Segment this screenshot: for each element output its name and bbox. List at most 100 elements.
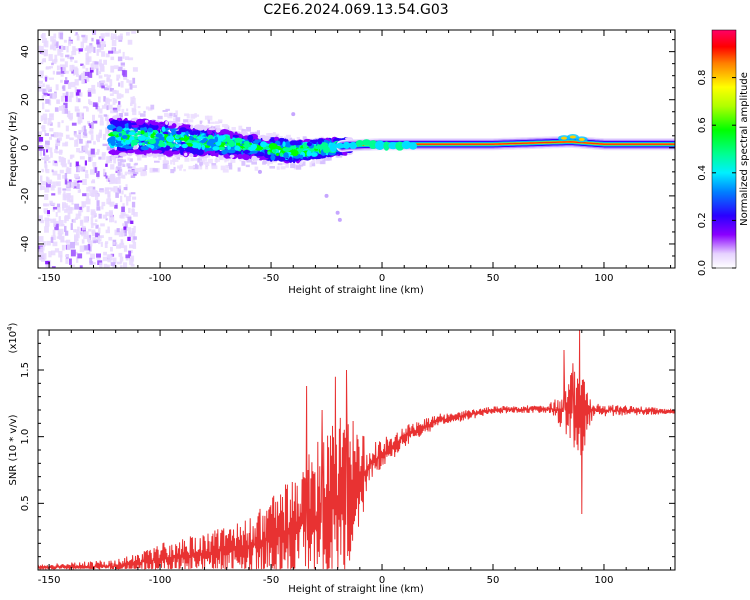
spectrogram-noise-cell — [45, 260, 50, 265]
spectrogram-noise-cell — [120, 261, 123, 264]
spectrogram-halo-cell — [309, 162, 312, 168]
spectrogram-band-cell — [137, 130, 142, 136]
spectrogram-noise-cell — [92, 120, 98, 124]
spectrogram-noise-cell — [90, 253, 96, 259]
spectrogram-noise-cell — [38, 80, 43, 83]
spectrogram-noise-cell — [64, 225, 67, 232]
spectrogram-noise-cell — [105, 241, 109, 244]
spectrogram-noise-cell — [127, 236, 131, 241]
spectrogram-noise-cell — [55, 143, 58, 150]
spectrogram-band-cell — [306, 150, 312, 157]
spectrogram-y-tick-label: 40 — [20, 45, 31, 58]
spectrogram-band-cell — [208, 127, 217, 131]
spectrogram-noise-cell — [113, 242, 116, 245]
spectrogram-noise-cell — [103, 168, 106, 176]
spectrogram-band-cell — [260, 141, 267, 148]
spectrogram-noise-cell — [98, 75, 103, 79]
spectrogram-noise-cell — [106, 198, 112, 205]
spectrogram-noise-cell — [114, 229, 119, 236]
spectrogram-noise-cell — [120, 172, 123, 179]
spectrogram-noise-cell — [57, 187, 61, 195]
spectrogram-noise-cell — [98, 156, 102, 160]
spectrogram-noise-cell — [68, 95, 72, 103]
spectrogram-noise-cell — [64, 230, 69, 236]
spectrogram-noise-cell — [60, 79, 63, 83]
spectrogram-noise-cell — [79, 156, 85, 160]
spectrogram-noise-cell — [119, 256, 124, 262]
spectrogram-band-cell — [158, 124, 165, 127]
spectrogram-noise-cell — [98, 227, 101, 234]
spectrogram-halo-cell — [241, 160, 246, 166]
spectrogram-noise-cell — [118, 49, 121, 54]
spectrogram-halo-cell — [129, 158, 133, 162]
spectrogram-band-cell — [147, 131, 151, 137]
spectrogram-halo-cell — [175, 110, 178, 115]
spectrogram-band-cell — [282, 147, 292, 152]
spectrogram-noise-cell — [113, 65, 119, 70]
spectrogram-noise-cell — [74, 240, 78, 243]
spectrogram-noise-cell — [51, 169, 54, 173]
spectrogram-noise-cell — [81, 239, 85, 244]
spectrogram-noise-cell — [64, 70, 69, 74]
snr-x-tick-label: -150 — [38, 575, 61, 586]
spectrogram-noise-cell — [123, 262, 128, 268]
spectrogram-noise-cell — [38, 249, 44, 253]
spectrogram-noise-cell — [46, 240, 51, 246]
snr-x-tick-label: 100 — [594, 575, 613, 586]
spectrogram-bump-core — [569, 135, 576, 139]
spectrogram-noise-cell — [48, 54, 53, 61]
spectrogram-noise-cell — [132, 109, 137, 116]
spectrogram-noise-cell — [76, 148, 81, 153]
spectrogram-noise-cell — [88, 228, 92, 232]
spectrogram-noise-cell — [101, 154, 106, 160]
spectrogram-band-cell — [341, 151, 348, 155]
spectrogram-noise-cell — [39, 254, 45, 260]
spectrogram-noise-cell — [59, 106, 63, 111]
spectrogram-halo-cell — [137, 157, 142, 161]
spectrogram-band-cell — [262, 135, 271, 142]
spectrogram-noise-cell — [105, 160, 109, 164]
spectrogram-halo-cell — [229, 165, 233, 170]
spectrogram-halo-cell — [267, 160, 270, 166]
spectrogram-halo-cell — [172, 157, 176, 162]
spectrogram-noise-cell — [86, 187, 90, 192]
spectrogram-halo-cell — [121, 108, 125, 113]
spectrogram-noise-cell — [58, 156, 61, 159]
spectrogram-halo-cell — [124, 112, 129, 116]
spectrogram-band-cell — [107, 125, 116, 129]
spectrogram-noise-cell — [79, 92, 83, 97]
spectrogram-noise-cell — [65, 134, 70, 139]
spectrogram-halo-cell — [170, 159, 173, 165]
spectrogram-band-cell — [249, 150, 258, 154]
spectrogram-noise-cell — [51, 40, 57, 48]
spectrogram-noise-cell — [100, 241, 103, 247]
snr-x-axis-label: Height of straight line (km) — [288, 584, 424, 595]
spectrogram-noise-cell — [92, 114, 95, 121]
spectrogram-halo-cell — [210, 125, 213, 129]
spectrogram-noise-cell — [68, 113, 73, 119]
figure-title: C2E6.2024.069.13.54.G03 — [263, 2, 448, 18]
spectrogram-noise-cell — [122, 213, 127, 217]
spectrogram-noise-cell — [108, 50, 113, 54]
spectrogram-noise-cell — [125, 88, 130, 94]
spectrogram-noise-cell — [52, 229, 56, 237]
spectrogram-noise-cell — [70, 154, 75, 158]
spectrogram-noise-cell — [130, 264, 135, 267]
spectrogram-band-cell — [242, 150, 252, 154]
spectrogram-halo-cell — [211, 163, 217, 168]
spectrogram-x-tick-label: -50 — [263, 273, 279, 284]
spectrogram-noise-cell — [94, 219, 98, 222]
spectrogram-noise-cell — [101, 41, 106, 46]
spectrogram-noise-cell — [48, 218, 51, 221]
spectrogram-noise-cell — [40, 46, 44, 52]
spectrogram-noise-cell — [64, 173, 68, 180]
spectrogram-band-cell — [125, 139, 131, 145]
spectrogram-band-cell — [165, 150, 174, 157]
spectrogram-band-cell — [116, 117, 121, 122]
spectrogram-noise-cell — [112, 107, 118, 111]
spectrogram-noise-cell — [129, 244, 134, 249]
spectrogram-noise-cell — [91, 230, 96, 234]
spectrogram-noise-cell — [64, 178, 68, 185]
spectrogram-noise-cell — [132, 242, 137, 249]
colorbar-ticks: 0.0 0.2 0.4 0.6 0.8 — [697, 29, 737, 276]
